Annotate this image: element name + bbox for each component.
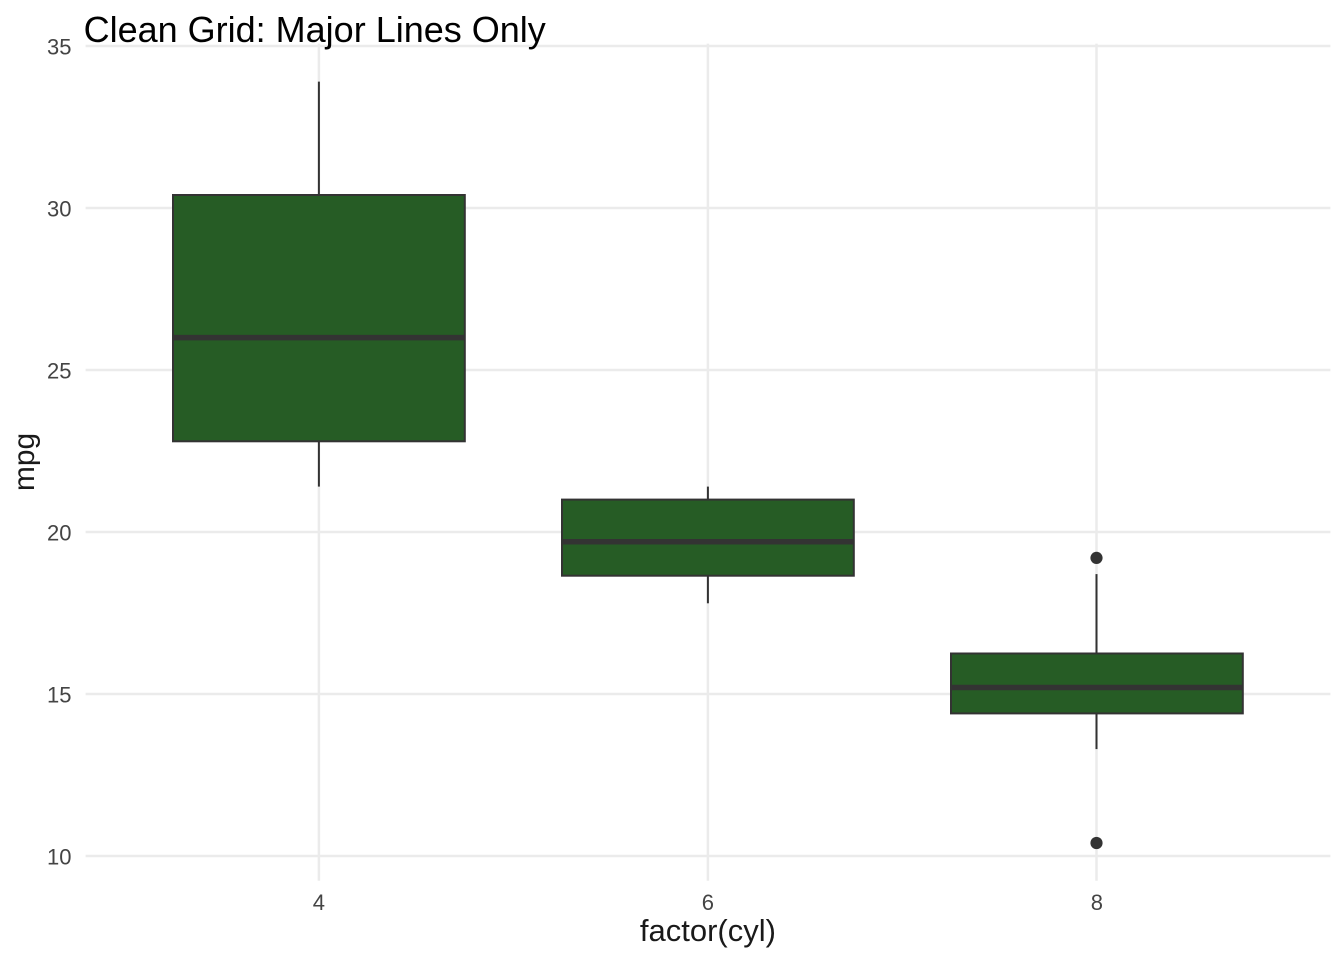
- svg-text:factor(cyl): factor(cyl): [640, 913, 776, 948]
- svg-text:35: 35: [47, 35, 71, 60]
- svg-text:25: 25: [47, 359, 71, 384]
- svg-text:Clean Grid: Major Lines Only: Clean Grid: Major Lines Only: [84, 9, 546, 50]
- svg-text:10: 10: [47, 845, 71, 870]
- svg-text:15: 15: [47, 683, 71, 708]
- svg-text:6: 6: [702, 890, 714, 915]
- svg-text:mpg: mpg: [8, 433, 41, 491]
- svg-text:4: 4: [313, 890, 325, 915]
- svg-text:8: 8: [1091, 890, 1103, 915]
- svg-text:20: 20: [47, 521, 71, 546]
- svg-text:30: 30: [47, 197, 71, 222]
